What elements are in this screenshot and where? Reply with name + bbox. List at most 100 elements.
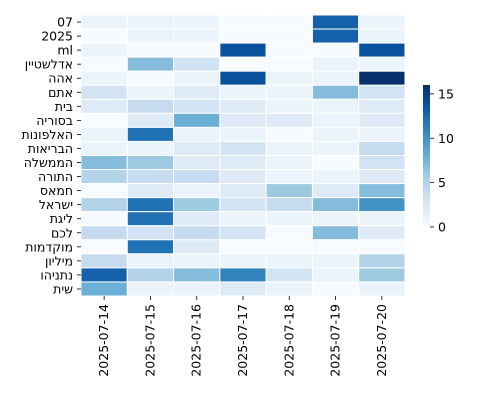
heatmap-cell — [265, 42, 313, 58]
heatmap-cell — [311, 225, 360, 241]
heatmap-cell — [126, 28, 175, 44]
y-tick-label: אדלשטיין — [25, 57, 73, 72]
heatmap-cell — [311, 211, 360, 227]
heatmap-cell — [219, 112, 267, 128]
heatmap-cell — [173, 155, 221, 171]
heatmap-cell — [219, 253, 267, 269]
heatmap-cell — [265, 98, 313, 114]
heatmap-cell — [311, 281, 360, 297]
heatmap-cell — [311, 239, 360, 255]
y-tick-label: ml — [57, 43, 73, 58]
heatmap-cell — [173, 112, 221, 128]
heatmap-cell — [219, 169, 267, 185]
y-tick-label: אהה — [48, 71, 73, 86]
heatmap-cell — [311, 155, 360, 171]
heatmap-cell — [265, 56, 313, 72]
heatmap-cell — [80, 42, 128, 58]
x-tick-label: 2025-07-15 — [142, 304, 157, 377]
heatmap-cell — [219, 42, 267, 58]
heatmap-cell — [126, 140, 175, 156]
heatmap-cell — [80, 253, 128, 269]
heatmap-cell — [126, 84, 175, 100]
y-tick-label: בסוריה — [36, 113, 73, 128]
heatmap-cell — [80, 28, 128, 44]
heatmap-cell — [126, 98, 175, 114]
heatmap-cell — [219, 14, 267, 30]
heatmap-cell — [126, 281, 175, 297]
heatmap-cell — [126, 70, 175, 86]
heatmap-cell — [265, 239, 313, 255]
heatmap-cell — [358, 70, 406, 86]
heatmap-cell — [265, 84, 313, 100]
y-tick-label: הבריאות — [28, 141, 73, 156]
heatmap-cell — [265, 211, 313, 227]
heatmap-cell — [126, 267, 175, 283]
heatmap-cell — [358, 155, 406, 171]
heatmap-cell — [126, 169, 175, 185]
heatmap-cell — [358, 183, 406, 199]
heatmap-cell — [219, 28, 267, 44]
heatmap-cell — [219, 211, 267, 227]
heatmap-cell — [265, 140, 313, 156]
heatmap-cell — [311, 183, 360, 199]
heatmap-cell — [173, 197, 221, 213]
y-tick-label: נתניהו — [40, 267, 73, 282]
heatmap-cell — [311, 56, 360, 72]
heatmap-cell — [126, 112, 175, 128]
x-tick-label: 2025-07-16 — [189, 304, 204, 377]
heatmap-cell — [80, 197, 128, 213]
heatmap-cell — [80, 239, 128, 255]
heatmap-cell — [80, 211, 128, 227]
y-tick-label: אתם — [48, 85, 73, 100]
y-tick-label: חמאס — [40, 183, 73, 198]
heatmap-cell — [80, 281, 128, 297]
heatmap-cell — [173, 267, 221, 283]
heatmap-cells — [80, 14, 406, 297]
heatmap-cell — [265, 126, 313, 142]
y-tick-label: האלפונות — [22, 127, 73, 142]
heatmap-cell — [265, 197, 313, 213]
heatmap-cell — [126, 197, 175, 213]
heatmap-cell — [311, 126, 360, 142]
heatmap-cell — [219, 56, 267, 72]
heatmap-cell — [80, 56, 128, 72]
y-tick-label: שית — [53, 281, 73, 296]
heatmap-cell — [358, 28, 406, 44]
heatmap-cell — [173, 56, 221, 72]
heatmap-cell — [80, 183, 128, 199]
heatmap-cell — [219, 155, 267, 171]
colorbar-tick-label: 5 — [438, 175, 446, 190]
heatmap-cell — [126, 126, 175, 142]
x-tick-label: 2025-07-14 — [96, 304, 111, 377]
heatmap-cell — [80, 267, 128, 283]
colorbar-tick-label: 0 — [438, 220, 446, 235]
heatmap-cell — [80, 84, 128, 100]
x-tick-label: 2025-07-18 — [281, 304, 296, 377]
heatmap-cell — [219, 281, 267, 297]
heatmap-cell — [173, 42, 221, 58]
heatmap-cell — [358, 126, 406, 142]
heatmap-cell — [126, 42, 175, 58]
heatmap-cell — [265, 281, 313, 297]
heatmap-cell — [126, 253, 175, 269]
heatmap-cell — [80, 112, 128, 128]
heatmap-cell — [265, 183, 313, 199]
heatmap-cell — [219, 225, 267, 241]
heatmap-cell — [311, 42, 360, 58]
heatmap-cell — [358, 239, 406, 255]
y-tick-label: בית — [55, 99, 73, 114]
colorbar-tick-label: 15 — [438, 86, 454, 101]
y-tick-label: ליגת — [50, 211, 73, 226]
heatmap-cell — [80, 155, 128, 171]
heatmap-cell — [311, 169, 360, 185]
y-tick-label: הממשלה — [24, 155, 73, 170]
heatmap-cell — [219, 84, 267, 100]
heatmap-cell — [265, 112, 313, 128]
heatmap-cell — [173, 281, 221, 297]
heatmap-cell — [311, 112, 360, 128]
heatmap-cell — [358, 267, 406, 283]
heatmap-cell — [311, 70, 360, 86]
heatmap-cell — [265, 267, 313, 283]
heatmap-cell — [80, 225, 128, 241]
heatmap-cell — [311, 98, 360, 114]
